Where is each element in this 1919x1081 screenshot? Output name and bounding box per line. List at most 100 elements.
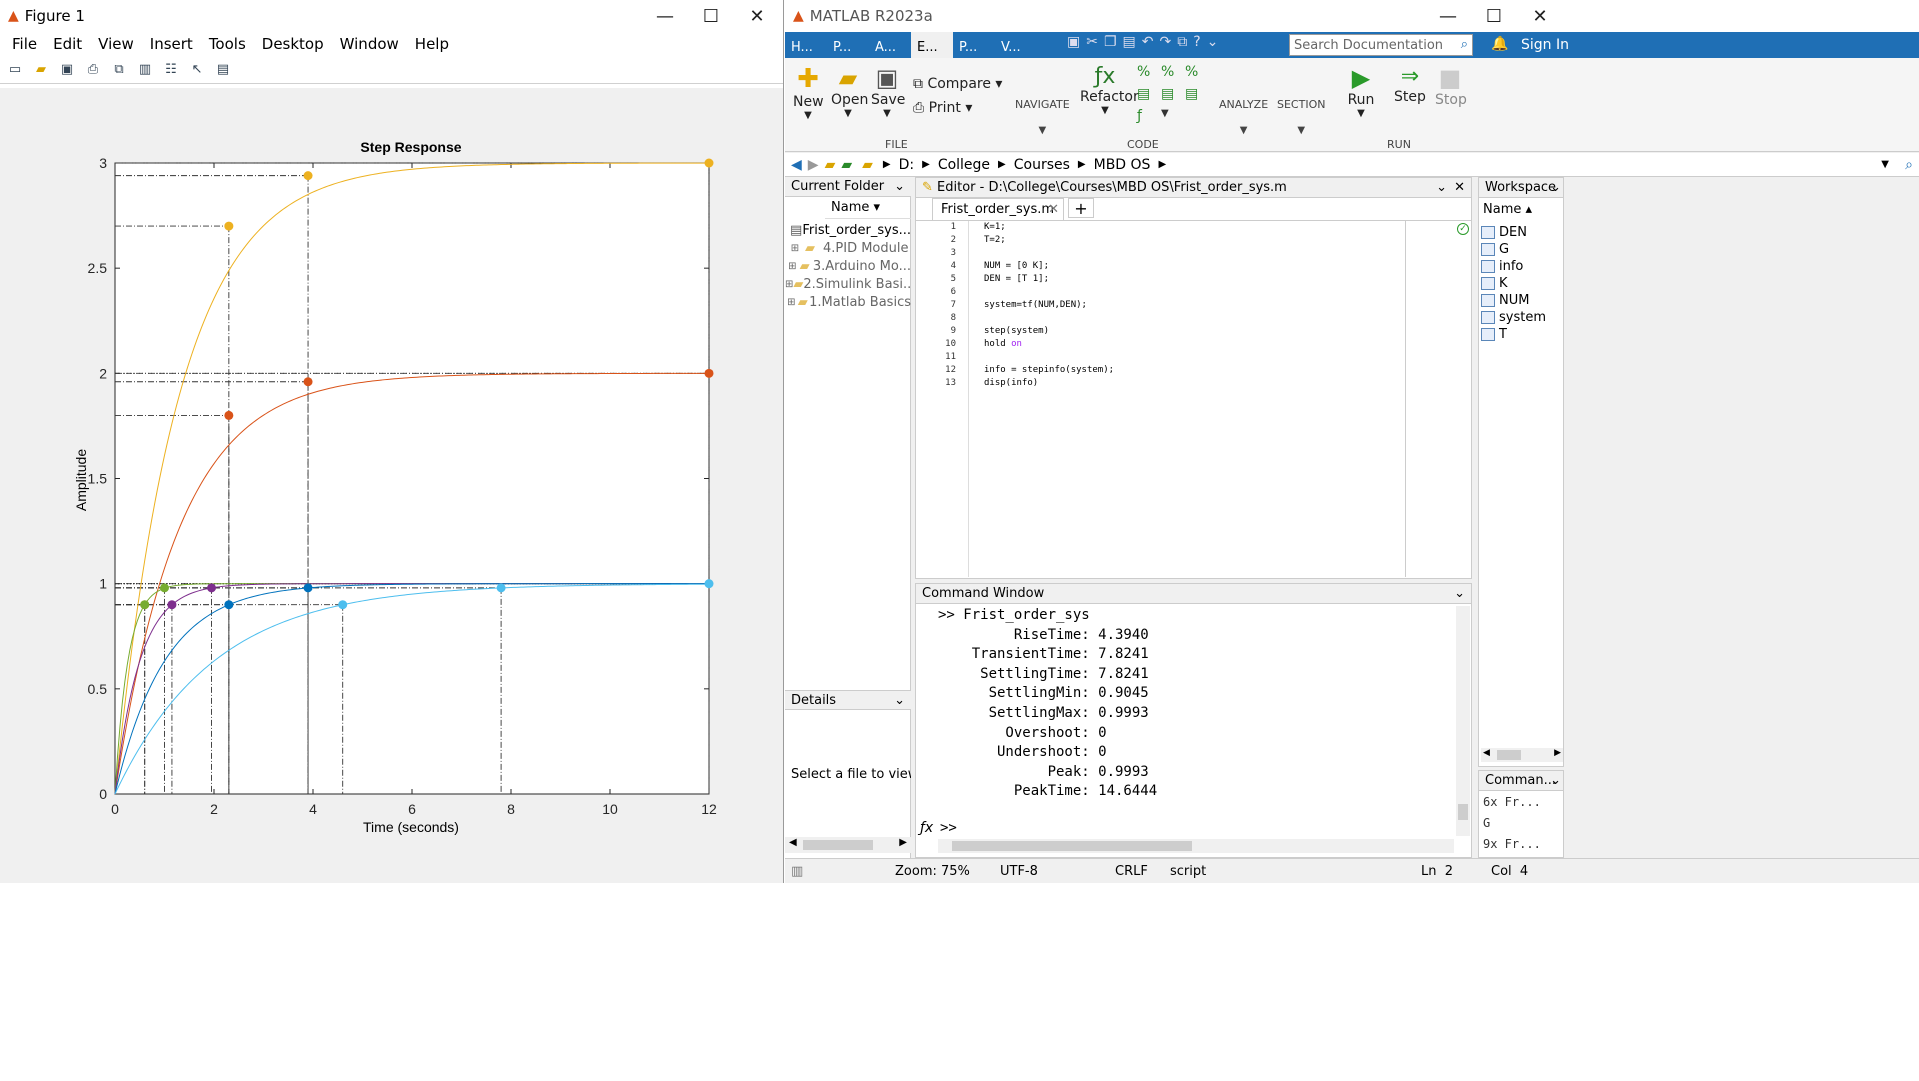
scroll-thumb[interactable] xyxy=(1458,804,1468,820)
menu-insert[interactable]: Insert xyxy=(149,35,193,53)
command-prompt[interactable]: >> xyxy=(940,820,957,836)
refactor-button[interactable]: ƒx Refactor ▼ xyxy=(1080,64,1139,116)
characteristic-point[interactable] xyxy=(303,583,313,593)
matlab-minimize-button[interactable]: — xyxy=(1439,5,1457,27)
toolstrip-tab-5[interactable]: V... xyxy=(1001,40,1021,55)
redo-icon[interactable]: ↷ xyxy=(1159,34,1172,50)
navigate-section[interactable]: NAVIGATE ▼ xyxy=(1015,98,1070,136)
editor-file-tab[interactable]: Frist_order_sys.m ✕ xyxy=(932,198,1064,220)
horizontal-scrollbar[interactable]: ◀ ▶ xyxy=(1481,748,1563,762)
workspace-variable[interactable]: DEN xyxy=(1481,224,1546,241)
characteristic-point[interactable] xyxy=(496,583,506,593)
back-arrow-icon[interactable]: ◀ xyxy=(791,156,802,173)
breadcrumb-item[interactable]: College xyxy=(937,156,991,173)
scroll-right-icon[interactable]: ▶ xyxy=(1554,748,1561,758)
name-column-header[interactable]: Name ▾ xyxy=(825,197,911,219)
close-button[interactable]: ✕ xyxy=(749,5,765,27)
insert-function-icon[interactable]: ƒ xyxy=(1137,108,1142,124)
legend-icon[interactable]: ☷ xyxy=(165,62,177,77)
menu-help[interactable]: Help xyxy=(414,35,449,53)
characteristic-point[interactable] xyxy=(303,377,313,387)
folder-list-item[interactable]: ⊞ ▰ 2.Simulink Basi... xyxy=(785,275,911,293)
scroll-right-icon[interactable]: ▶ xyxy=(899,837,907,848)
expand-icon[interactable]: ⊞ xyxy=(787,296,796,308)
zoom-status[interactable]: Zoom: 75% xyxy=(895,864,970,879)
toolstrip-tab-2[interactable]: A... xyxy=(875,40,897,55)
panel-menu-icon[interactable]: ⌄ xyxy=(894,179,905,194)
menu-window[interactable]: Window xyxy=(339,35,399,53)
switch-windows-icon[interactable]: ⧉ xyxy=(1177,34,1188,50)
workspace-variable[interactable]: T xyxy=(1481,326,1546,343)
characteristic-point[interactable] xyxy=(704,158,714,168)
print-button[interactable]: ⎙ Print ▾ xyxy=(913,100,973,116)
chevron-down-icon[interactable]: ⌄ xyxy=(894,693,905,708)
characteristic-point[interactable] xyxy=(338,600,348,610)
sign-in-link[interactable]: Sign In xyxy=(1521,37,1569,53)
search-icon[interactable]: ⌕ xyxy=(1460,37,1468,52)
panel-menu-icon[interactable]: ⌄ xyxy=(1550,180,1561,195)
horizontal-scrollbar[interactable]: ◀ ▶ xyxy=(785,837,911,853)
toolstrip-tab-0[interactable]: H... xyxy=(791,40,813,55)
history-item[interactable]: G xyxy=(1483,816,1491,830)
print-icon[interactable]: ⎙ xyxy=(87,62,99,77)
scroll-left-icon[interactable]: ◀ xyxy=(789,837,797,848)
chevron-down-icon[interactable]: ▼ xyxy=(1161,108,1169,119)
new-button[interactable]: ✚ New ▼ xyxy=(793,64,824,121)
menu-file[interactable]: File xyxy=(12,35,38,53)
code-area[interactable]: 1 2 3 4 5 6 7 8 9 10 11 12 13 K=1; T=2; NUM = [0 K]; DE… xyxy=(916,220,1471,578)
characteristic-point[interactable] xyxy=(160,583,169,593)
cut-icon[interactable]: ✂ xyxy=(1086,34,1098,50)
help-icon[interactable]: ? xyxy=(1193,34,1201,50)
vertical-scrollbar[interactable] xyxy=(1456,606,1470,836)
workspace-variable[interactable]: info xyxy=(1481,258,1546,275)
comment-icon[interactable]: % xyxy=(1137,64,1151,80)
characteristic-point[interactable] xyxy=(140,600,150,610)
folder-list-item[interactable]: ⊞ ▰ 3.Arduino Mo... xyxy=(785,257,911,275)
path-dropdown-icon[interactable]: ▼ xyxy=(1881,159,1889,170)
browse-folder-icon[interactable]: ▰ xyxy=(841,156,853,173)
indent-icon[interactable]: ▤ xyxy=(1137,86,1151,102)
characteristic-point[interactable] xyxy=(167,600,177,610)
increase-indent-icon[interactable]: ▤ xyxy=(1161,86,1175,102)
save-icon[interactable]: ▣ xyxy=(1067,34,1081,50)
up-folder-icon[interactable]: ▰ xyxy=(824,156,836,173)
menu-edit[interactable]: Edit xyxy=(53,35,83,53)
search-folder-icon[interactable]: ⌕ xyxy=(1905,156,1913,173)
decrease-indent-icon[interactable]: ▤ xyxy=(1185,86,1199,102)
panel-menu-icon[interactable]: ⌄ xyxy=(1436,180,1447,195)
notification-bell-icon[interactable]: 🔔 xyxy=(1491,36,1509,52)
stop-button[interactable]: ■ Stop xyxy=(1435,64,1467,108)
toolstrip-tab-4[interactable]: P... xyxy=(959,40,978,55)
folder-list-item[interactable]: ⊞ ▰ 1.Matlab Basics xyxy=(785,293,911,311)
characteristic-point[interactable] xyxy=(224,410,234,420)
panel-menu-icon[interactable]: ⌄ xyxy=(1550,773,1561,788)
code-analyzer-ok-icon[interactable]: ✓ xyxy=(1457,223,1469,235)
breadcrumb-item[interactable]: D: xyxy=(898,156,915,173)
colorbar-icon[interactable]: ▥ xyxy=(138,62,152,77)
workspace-variable[interactable]: system xyxy=(1481,309,1546,326)
matlab-maximize-button[interactable]: ☐ xyxy=(1485,5,1503,27)
function-browser-icon[interactable]: ƒx xyxy=(920,820,934,836)
characteristic-point[interactable] xyxy=(704,368,714,378)
new-tab-button[interactable]: + xyxy=(1068,198,1094,218)
toolstrip-tab-1[interactable]: P... xyxy=(833,40,852,55)
scroll-thumb[interactable] xyxy=(1497,750,1521,760)
analyze-section[interactable]: ANALYZE ▼ xyxy=(1219,98,1268,136)
scroll-thumb[interactable] xyxy=(803,840,873,850)
link-plot-icon[interactable]: ⧉ xyxy=(114,62,124,77)
matlab-close-button[interactable]: ✕ xyxy=(1532,5,1548,27)
undo-icon[interactable]: ↶ xyxy=(1141,34,1154,50)
paste-icon[interactable]: ▤ xyxy=(1122,34,1136,50)
copy-icon[interactable]: ❐ xyxy=(1103,34,1117,50)
breadcrumb-item[interactable]: Courses xyxy=(1013,156,1070,173)
forward-arrow-icon[interactable]: ▶ xyxy=(807,156,819,173)
expand-icon[interactable]: ⊞ xyxy=(785,278,794,290)
property-editor-icon[interactable]: ▤ xyxy=(216,62,230,77)
panel-menu-icon[interactable]: ⌄ xyxy=(1454,586,1465,601)
menu-desktop[interactable]: Desktop xyxy=(261,35,324,53)
open-file-icon[interactable]: ▰ xyxy=(36,62,46,77)
scroll-left-icon[interactable]: ◀ xyxy=(1483,748,1490,758)
close-tab-icon[interactable]: ✕ xyxy=(1048,202,1059,217)
section-section[interactable]: SECTION ▼ xyxy=(1277,98,1325,136)
compare-button[interactable]: ⧉ Compare ▾ xyxy=(913,76,1003,92)
